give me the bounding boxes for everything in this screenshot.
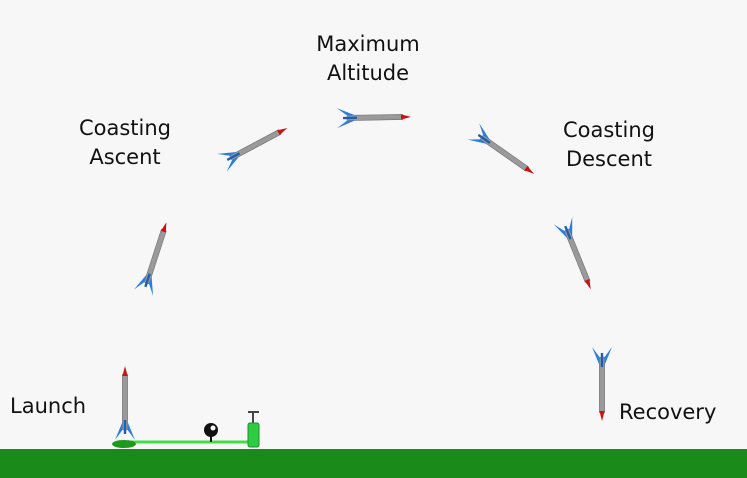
rocket-descent-high: [467, 122, 541, 183]
label-coasting-ascent-line2: Ascent: [89, 145, 161, 169]
ground: [0, 449, 747, 478]
rocket-launch: [114, 365, 136, 441]
label-launch: Launch: [10, 394, 87, 418]
label-coasting-descent-line2: Descent: [565, 147, 653, 171]
rocket-ascent-high: [216, 118, 293, 173]
launch-pad: [112, 440, 136, 448]
label-coasting-descent-line1: Coasting: [562, 118, 656, 142]
rocket-max-altitude: [336, 106, 412, 129]
label-maximum-altitude-line1: Maximum: [316, 32, 420, 56]
rocket-ascent-low: [133, 218, 177, 297]
rocket-descent-low: [553, 216, 601, 294]
label-coasting-descent: Coasting Descent: [550, 116, 668, 174]
label-recovery: Recovery: [619, 400, 717, 424]
air-pump: [247, 411, 260, 448]
label-coasting-ascent-line1: Coasting: [78, 116, 172, 140]
label-maximum-altitude-line2: Altitude: [326, 61, 410, 85]
label-coasting-ascent: Coasting Ascent: [66, 114, 184, 172]
label-maximum-altitude: Maximum Altitude: [306, 30, 430, 88]
pressure-gauge: [204, 423, 218, 442]
rocket-recovery: [591, 346, 613, 422]
